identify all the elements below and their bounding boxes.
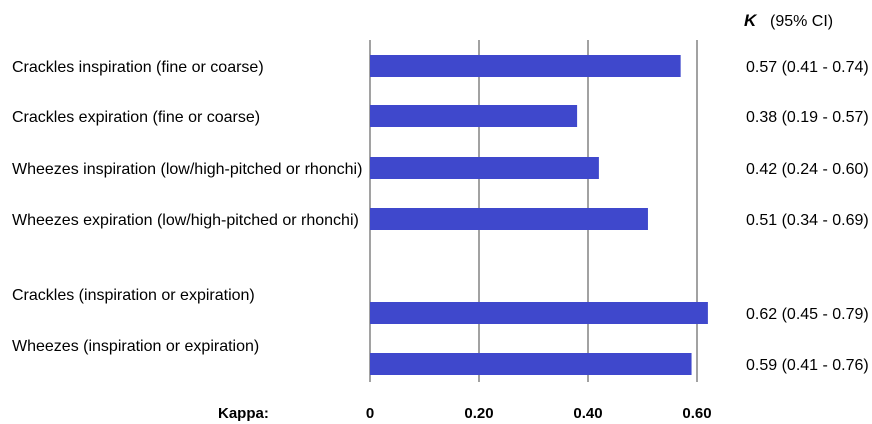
category-label: Wheezes (inspiration or expiration) — [12, 338, 259, 355]
kappa-header: K — [744, 11, 758, 30]
category-label: Crackles inspiration (fine or coarse) — [12, 59, 264, 76]
value-labels: 0.57 (0.41 - 0.74) 0.38 (0.19 - 0.57) 0.42… — [746, 59, 869, 374]
category-labels: Crackles inspiration (fine or coarse) Cra… — [12, 59, 362, 355]
x-tick-label: 0.40 — [573, 405, 602, 422]
value-label: 0.57 (0.41 - 0.74) — [746, 59, 869, 76]
value-label: 0.62 (0.45 - 0.79) — [746, 306, 869, 323]
bar — [370, 105, 578, 127]
x-axis-title: Kappa: — [218, 405, 269, 422]
value-label: 0.59 (0.41 - 0.76) — [746, 357, 869, 374]
bars — [370, 55, 708, 375]
category-label: Wheezes inspiration (low/high-pitched or… — [12, 161, 362, 178]
category-label: Wheezes expiration (low/high-pitched or … — [12, 212, 359, 229]
x-tick-label: 0.20 — [464, 405, 493, 422]
bar — [370, 208, 648, 230]
bar — [370, 157, 599, 179]
value-label: 0.38 (0.19 - 0.57) — [746, 109, 869, 126]
bar — [370, 55, 681, 77]
bar — [370, 302, 708, 324]
value-label: 0.42 (0.24 - 0.60) — [746, 161, 869, 178]
x-tick-label: 0.60 — [682, 405, 711, 422]
x-tick-label: 0 — [366, 405, 374, 422]
category-label: Crackles (inspiration or expiration) — [12, 287, 255, 304]
x-axis: 0 0.20 0.40 0.60 — [366, 405, 712, 422]
bar — [370, 353, 692, 375]
ci-header: (95% CI) — [770, 13, 833, 30]
value-label: 0.51 (0.34 - 0.69) — [746, 212, 869, 229]
category-label: Crackles expiration (fine or coarse) — [12, 109, 260, 126]
